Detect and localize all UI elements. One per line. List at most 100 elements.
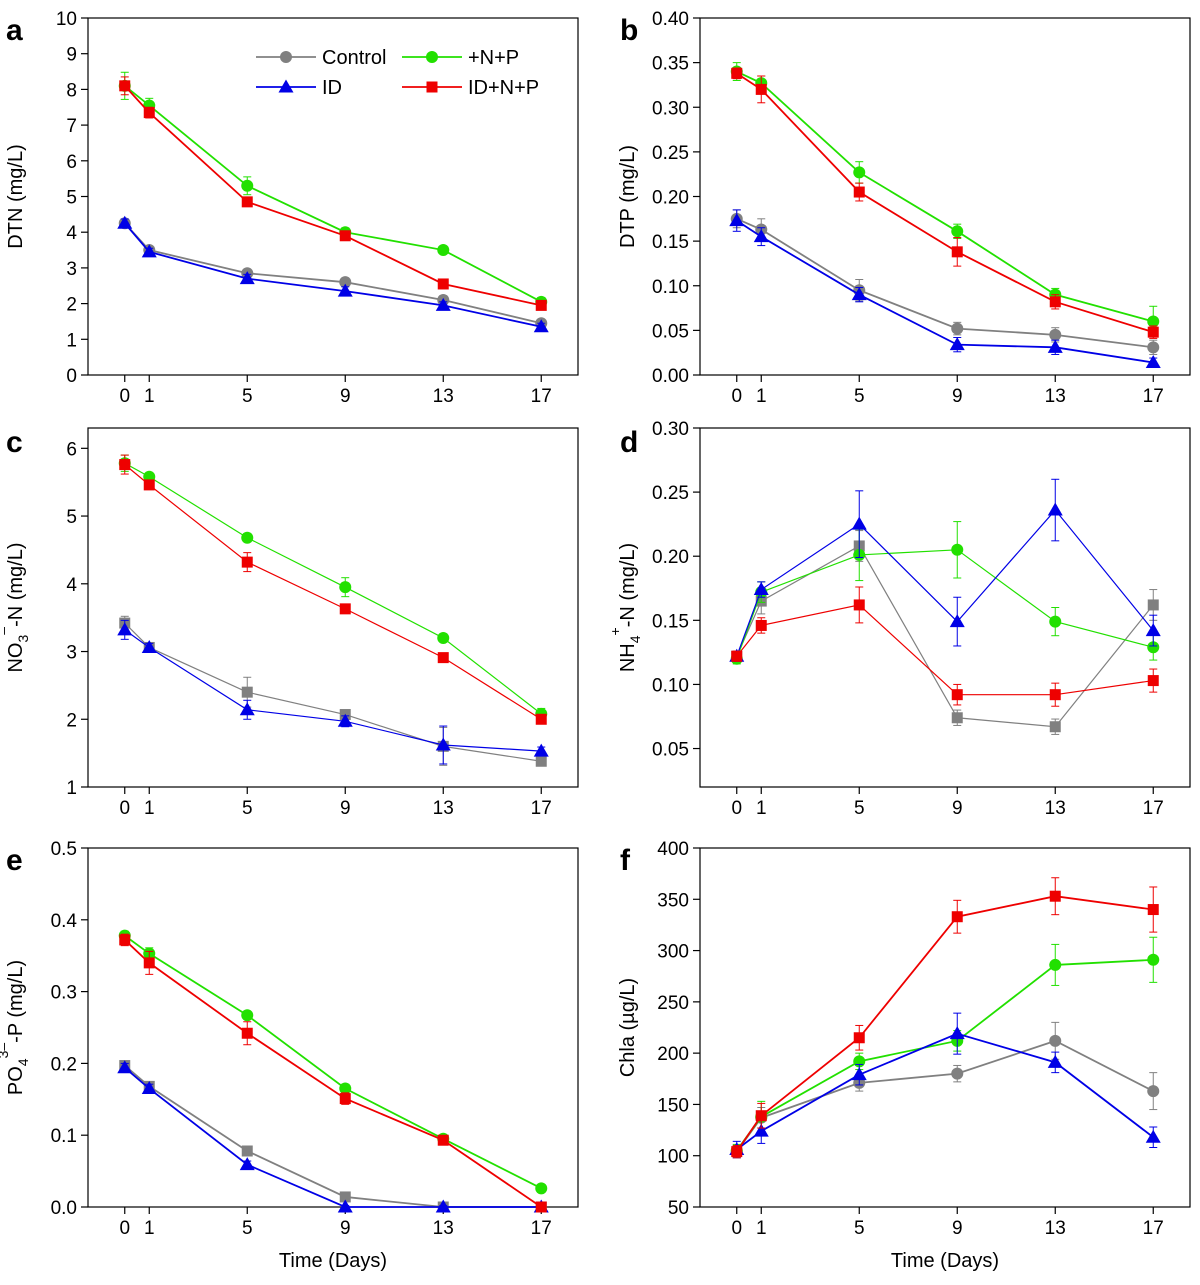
panel-letter: e [6, 844, 23, 877]
data-point [339, 276, 352, 289]
plot-frame [87, 847, 579, 1208]
data-point [731, 67, 743, 79]
y-tick-label: 0.10 [652, 277, 689, 298]
data-point [1147, 953, 1160, 966]
x-tick-label: 17 [1143, 798, 1164, 819]
data-point [1049, 615, 1062, 628]
y-tick-label: 150 [657, 1095, 689, 1116]
y-tick-label: 0.30 [652, 98, 689, 119]
series--n-p [118, 71, 548, 308]
series-line [736, 72, 1154, 334]
y-tick-label: 0.05 [652, 321, 689, 342]
data-point [241, 556, 253, 568]
series-line [736, 70, 1154, 323]
data-point [437, 631, 450, 644]
x-tick-label: 17 [531, 386, 552, 407]
y-axis-label-part: DTP (mg/L) [617, 145, 639, 248]
series-line [736, 895, 1154, 1153]
y-tick-label: 9 [66, 45, 77, 66]
data-point [1049, 296, 1061, 308]
data-point [1147, 599, 1159, 611]
data-point [753, 582, 769, 596]
y-tick-label: 0.20 [652, 188, 689, 209]
y-tick-label: 0.3 [51, 983, 77, 1004]
data-point [1145, 1129, 1161, 1143]
x-tick-label: 9 [952, 798, 963, 819]
series-id [117, 215, 549, 333]
series--n-p [730, 936, 1160, 1158]
y-tick-label: 2 [66, 710, 77, 731]
x-tick-label: 17 [531, 1218, 552, 1239]
data-point [339, 1082, 352, 1095]
y-axis-label-part: 3 [15, 635, 31, 643]
data-point [949, 337, 965, 351]
legend-label: Control [322, 47, 386, 69]
y-tick-label: 0.25 [652, 143, 689, 164]
data-point [435, 297, 451, 311]
series--n-p [730, 62, 1160, 338]
x-tick-label: 5 [242, 386, 253, 407]
data-point [141, 639, 157, 653]
data-point [731, 650, 743, 662]
series-id-n-p [731, 877, 1159, 1159]
panel-f: f 50 100 150 200 250 300 350 400 0 1 5 9 13 17 Chla (µg… [617, 839, 1191, 1272]
y-tick-label: 0.2 [51, 1054, 77, 1075]
data-point [1047, 502, 1063, 516]
series-id [117, 619, 549, 765]
data-point [731, 1146, 743, 1158]
legend-marker [426, 51, 438, 63]
data-point [241, 1145, 253, 1157]
data-point [1049, 328, 1062, 341]
y-tick-label: 10 [56, 9, 77, 30]
panel-e: e 0.0 0.1 0.2 0.3 0.4 0.5 0 1 5 9 13 17 PO4 3–-P (mg/L… [0, 839, 579, 1272]
data-point [339, 1093, 351, 1105]
panel-d: d 0.05 0.10 0.15 0.20 0.25 0.30 0 1 5 9 13 17 NH4 +-N … [607, 419, 1191, 819]
y-tick-label: 4 [66, 575, 77, 596]
series-line [736, 604, 1154, 696]
data-point [239, 1157, 255, 1171]
y-tick-label: 1 [66, 778, 77, 799]
x-tick-label: 0 [731, 1218, 742, 1239]
series-id [729, 209, 1161, 369]
x-tick-label: 1 [144, 798, 155, 819]
y-tick-label: 5 [66, 188, 77, 209]
y-tick-label: 300 [657, 942, 689, 963]
y-axis-label-part: – [0, 627, 11, 635]
series-id-n-p [731, 586, 1159, 707]
data-point [1049, 689, 1061, 701]
data-point [437, 278, 449, 290]
data-point [1049, 1034, 1062, 1047]
plot-frame [87, 17, 579, 376]
y-axis-label: NH4 +-N (mg/L) [607, 543, 643, 672]
x-tick-label: 9 [340, 798, 351, 819]
data-point [241, 179, 254, 192]
legend-marker [278, 79, 294, 93]
series-id-n-p [119, 454, 547, 725]
y-axis-label-part: -P (mg/L) [5, 960, 27, 1043]
data-point [1145, 355, 1161, 369]
legend-marker [426, 81, 438, 93]
panel-letter: b [620, 14, 638, 47]
y-tick-label: 0.40 [652, 9, 689, 30]
legend-marker [280, 51, 292, 63]
y-tick-label: 1 [66, 330, 77, 351]
series-control [118, 217, 548, 330]
data-point [851, 287, 867, 301]
series-id-n-p [119, 76, 547, 311]
data-point [1147, 904, 1159, 916]
data-point [339, 603, 351, 615]
series-line [124, 1064, 542, 1208]
panel-letter: a [6, 14, 23, 47]
x-tick-label: 17 [531, 798, 552, 819]
y-tick-label: 400 [657, 839, 689, 860]
data-point [755, 83, 767, 95]
y-axis-label: Chla (µg/L) [617, 978, 639, 1077]
x-tick-label: 17 [1143, 1218, 1164, 1239]
data-point [141, 244, 157, 258]
series-line [124, 629, 542, 752]
series-line [736, 958, 1154, 1152]
legend-entry: ID+N+P [402, 77, 539, 99]
data-point [141, 1081, 157, 1095]
